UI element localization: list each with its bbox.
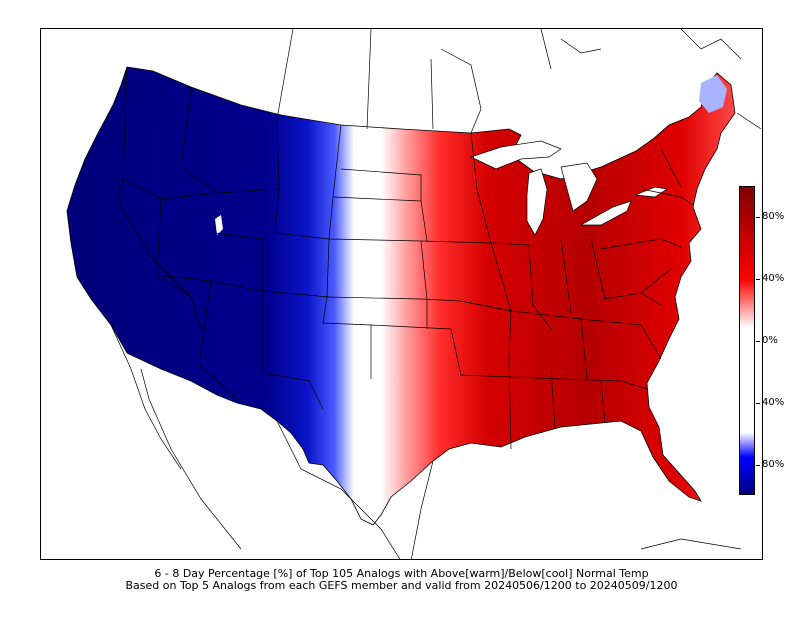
colorbar-label: 80% <box>762 459 785 470</box>
colorbar <box>739 186 755 495</box>
colorbar-tick <box>756 465 760 466</box>
colorbar-label: 0% <box>762 335 778 346</box>
lake-superior <box>470 140 562 170</box>
colorbar-label: 40% <box>762 273 785 284</box>
colorbar-tick <box>756 403 760 404</box>
lake-ontario <box>634 186 668 198</box>
colorbar-label: 40% <box>762 397 785 408</box>
temperature-probability-map <box>66 29 762 559</box>
border-lines <box>110 29 762 559</box>
great-salt-lake <box>215 215 223 235</box>
map-panel <box>40 28 763 560</box>
conus-field <box>66 66 736 526</box>
caption-line-2: Based on Top 5 Analogs from each GEFS me… <box>125 579 678 592</box>
lake-erie <box>579 200 632 226</box>
lake-michigan <box>526 168 548 236</box>
caption-line-1: 6 - 8 Day Percentage [%] of Top 105 Anal… <box>154 567 649 580</box>
colorbar-label: 80% <box>762 211 785 222</box>
colorbar-tick <box>756 217 760 218</box>
colorbar-tick <box>756 341 760 342</box>
boundary-lines <box>116 66 694 450</box>
maine-cool-patch <box>699 75 727 113</box>
colorbar-tick <box>756 279 760 280</box>
lake-huron <box>560 162 598 212</box>
